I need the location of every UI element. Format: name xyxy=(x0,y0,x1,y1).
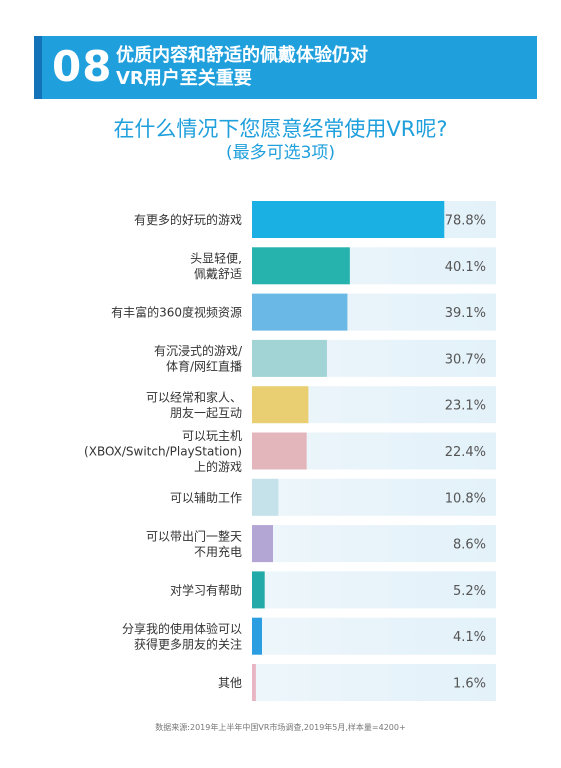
bar-track xyxy=(252,571,496,609)
bar xyxy=(252,247,350,285)
bar xyxy=(252,664,256,701)
bar xyxy=(252,478,279,516)
value-label: 4.1% xyxy=(453,630,486,645)
value-label: 30.7% xyxy=(445,352,486,367)
section-title-line-1: 优质内容和舒适的佩戴体验仍对 xyxy=(116,45,368,66)
category-label: 头显轻便,佩戴舒适 xyxy=(190,252,242,282)
bar xyxy=(252,386,309,424)
category-label: 有丰富的360度视频资源 xyxy=(111,305,242,320)
bar xyxy=(252,571,265,609)
bar xyxy=(252,339,327,377)
header-accent-bar xyxy=(34,36,42,99)
value-label: 8.6% xyxy=(453,538,486,553)
bar-track xyxy=(252,664,496,701)
value-label: 10.8% xyxy=(445,491,486,506)
bar xyxy=(252,293,348,331)
chart-question-note: (最多可选3项) xyxy=(225,143,336,163)
category-label: 对学习有帮助 xyxy=(170,582,242,597)
value-label: 39.1% xyxy=(445,306,486,321)
value-label: 23.1% xyxy=(445,399,486,414)
bar-track xyxy=(252,478,496,516)
category-label: 可以玩主机(XBOX/Switch/PlayStation)上的游戏 xyxy=(84,429,242,474)
category-label: 可以带出门一整天不用充电 xyxy=(146,528,242,559)
value-label: 78.8% xyxy=(445,214,486,229)
data-source-note: 数据来源:2019年上半年中国VR市场调查,2019年5月,样本量=4200+ xyxy=(155,723,406,732)
category-label: 可以辅助工作 xyxy=(170,491,242,505)
bar xyxy=(252,201,445,238)
value-label: 1.6% xyxy=(453,677,486,692)
section-number: 08 xyxy=(52,42,113,91)
bar-track xyxy=(252,617,496,655)
category-label: 其他 xyxy=(218,676,242,690)
bar xyxy=(252,617,263,655)
value-label: 22.4% xyxy=(445,445,486,460)
bar xyxy=(252,432,307,470)
category-label: 有更多的好玩的游戏 xyxy=(134,212,242,227)
value-label: 5.2% xyxy=(453,584,486,599)
chart-question: 在什么情况下您愿意经常使用VR呢? xyxy=(113,117,448,141)
category-label: 可以经常和家人、朋友一起互动 xyxy=(146,389,242,420)
bar xyxy=(252,525,273,563)
value-label: 40.1% xyxy=(445,260,486,275)
bar-track xyxy=(252,525,496,563)
header-banner: 08 优质内容和舒适的佩戴体验仍对 VR用户至关重要 xyxy=(34,36,537,99)
section-title-line-2: VR用户至关重要 xyxy=(116,68,252,89)
category-label: 有沉浸式的游戏/体育/网红直播 xyxy=(154,343,243,374)
category-label: 分享我的使用体验可以获得更多朋友的关注 xyxy=(122,621,242,652)
